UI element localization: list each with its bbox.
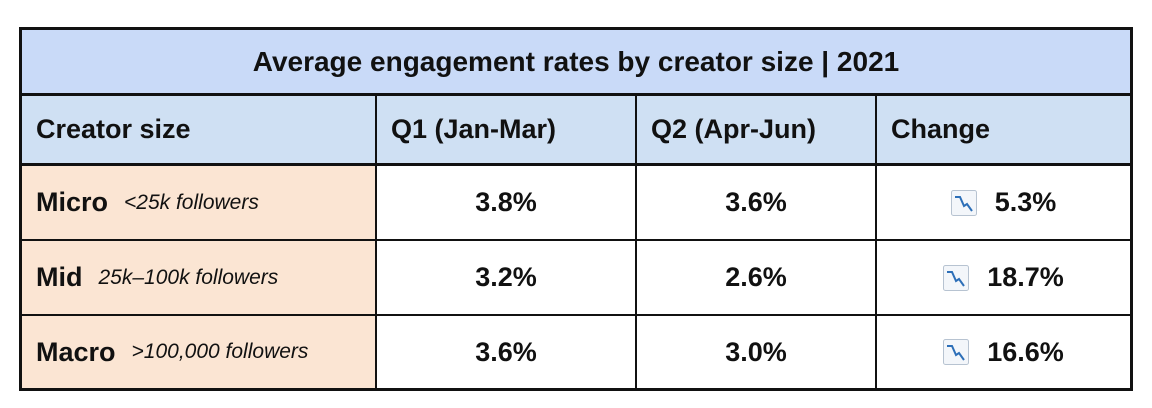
- creator-size-name: Macro: [36, 336, 116, 367]
- q1-value: 3.2%: [377, 241, 637, 314]
- change-cell: 16.6%: [877, 316, 1130, 388]
- chart-decreasing-icon: [943, 339, 970, 365]
- q1-value: 3.6%: [377, 316, 637, 388]
- header-q1: Q1 (Jan-Mar): [377, 96, 637, 163]
- table-row: Micro <25k followers 3.8% 3.6% 5.3%: [22, 166, 1130, 241]
- creator-size-cell: Macro >100,000 followers: [22, 316, 377, 388]
- q2-value: 3.6%: [637, 166, 877, 239]
- q1-value: 3.8%: [377, 166, 637, 239]
- creator-size-name: Micro: [36, 187, 109, 217]
- q2-value: 3.0%: [637, 316, 877, 388]
- change-value: 18.7%: [987, 262, 1064, 292]
- engagement-table: Average engagement rates by creator size…: [19, 27, 1133, 391]
- q2-value: 2.6%: [637, 241, 877, 314]
- creator-size-name: Mid: [36, 262, 83, 292]
- change-cell: 18.7%: [877, 241, 1130, 314]
- table-title: Average engagement rates by creator size…: [22, 30, 1130, 96]
- table-header-row: Creator size Q1 (Jan-Mar) Q2 (Apr-Jun) C…: [22, 96, 1130, 166]
- change-value: 16.6%: [987, 336, 1064, 367]
- creator-size-desc: <25k followers: [124, 190, 259, 214]
- header-creator-size: Creator size: [22, 96, 377, 163]
- creator-size-desc: >100,000 followers: [131, 340, 309, 363]
- table-row: Macro >100,000 followers 3.6% 3.0% 16.6%: [22, 316, 1130, 388]
- chart-decreasing-icon: [950, 189, 977, 216]
- change-cell: 5.3%: [877, 166, 1130, 239]
- creator-size-cell: Micro <25k followers: [22, 166, 377, 239]
- header-q2: Q2 (Apr-Jun): [637, 96, 877, 163]
- table-row: Mid 25k–100k followers 3.2% 2.6% 18.7%: [22, 241, 1130, 316]
- header-change: Change: [891, 114, 991, 144]
- creator-size-desc: 25k–100k followers: [98, 265, 279, 289]
- chart-decreasing-icon: [943, 264, 970, 291]
- creator-size-cell: Mid 25k–100k followers: [22, 241, 377, 314]
- change-value: 5.3%: [994, 187, 1057, 217]
